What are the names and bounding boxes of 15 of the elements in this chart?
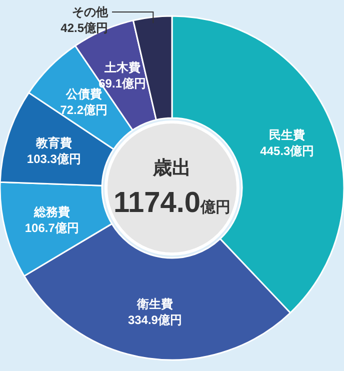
data-label: 334.9億円 — [128, 312, 182, 327]
slice-label: 教育費 — [34, 136, 72, 150]
slice-label: 土木費 — [103, 60, 140, 74]
text: 歳出 — [152, 157, 191, 179]
text: 1174.0億円 — [113, 187, 231, 219]
slice-label: その他 — [72, 5, 109, 19]
slice-label: 民生費 — [269, 128, 306, 142]
slice-label: 総務費 — [32, 204, 70, 219]
data-label: 106.7億円 — [24, 220, 79, 235]
data-label: 42.5億円 — [60, 21, 108, 35]
data-label: 445.3億円 — [260, 144, 314, 158]
slice-label: 公債費 — [64, 86, 102, 101]
data-label: 72.2億円 — [60, 102, 108, 117]
slice-label: 衛生費 — [136, 296, 173, 311]
data-label: 103.3億円 — [26, 152, 81, 166]
